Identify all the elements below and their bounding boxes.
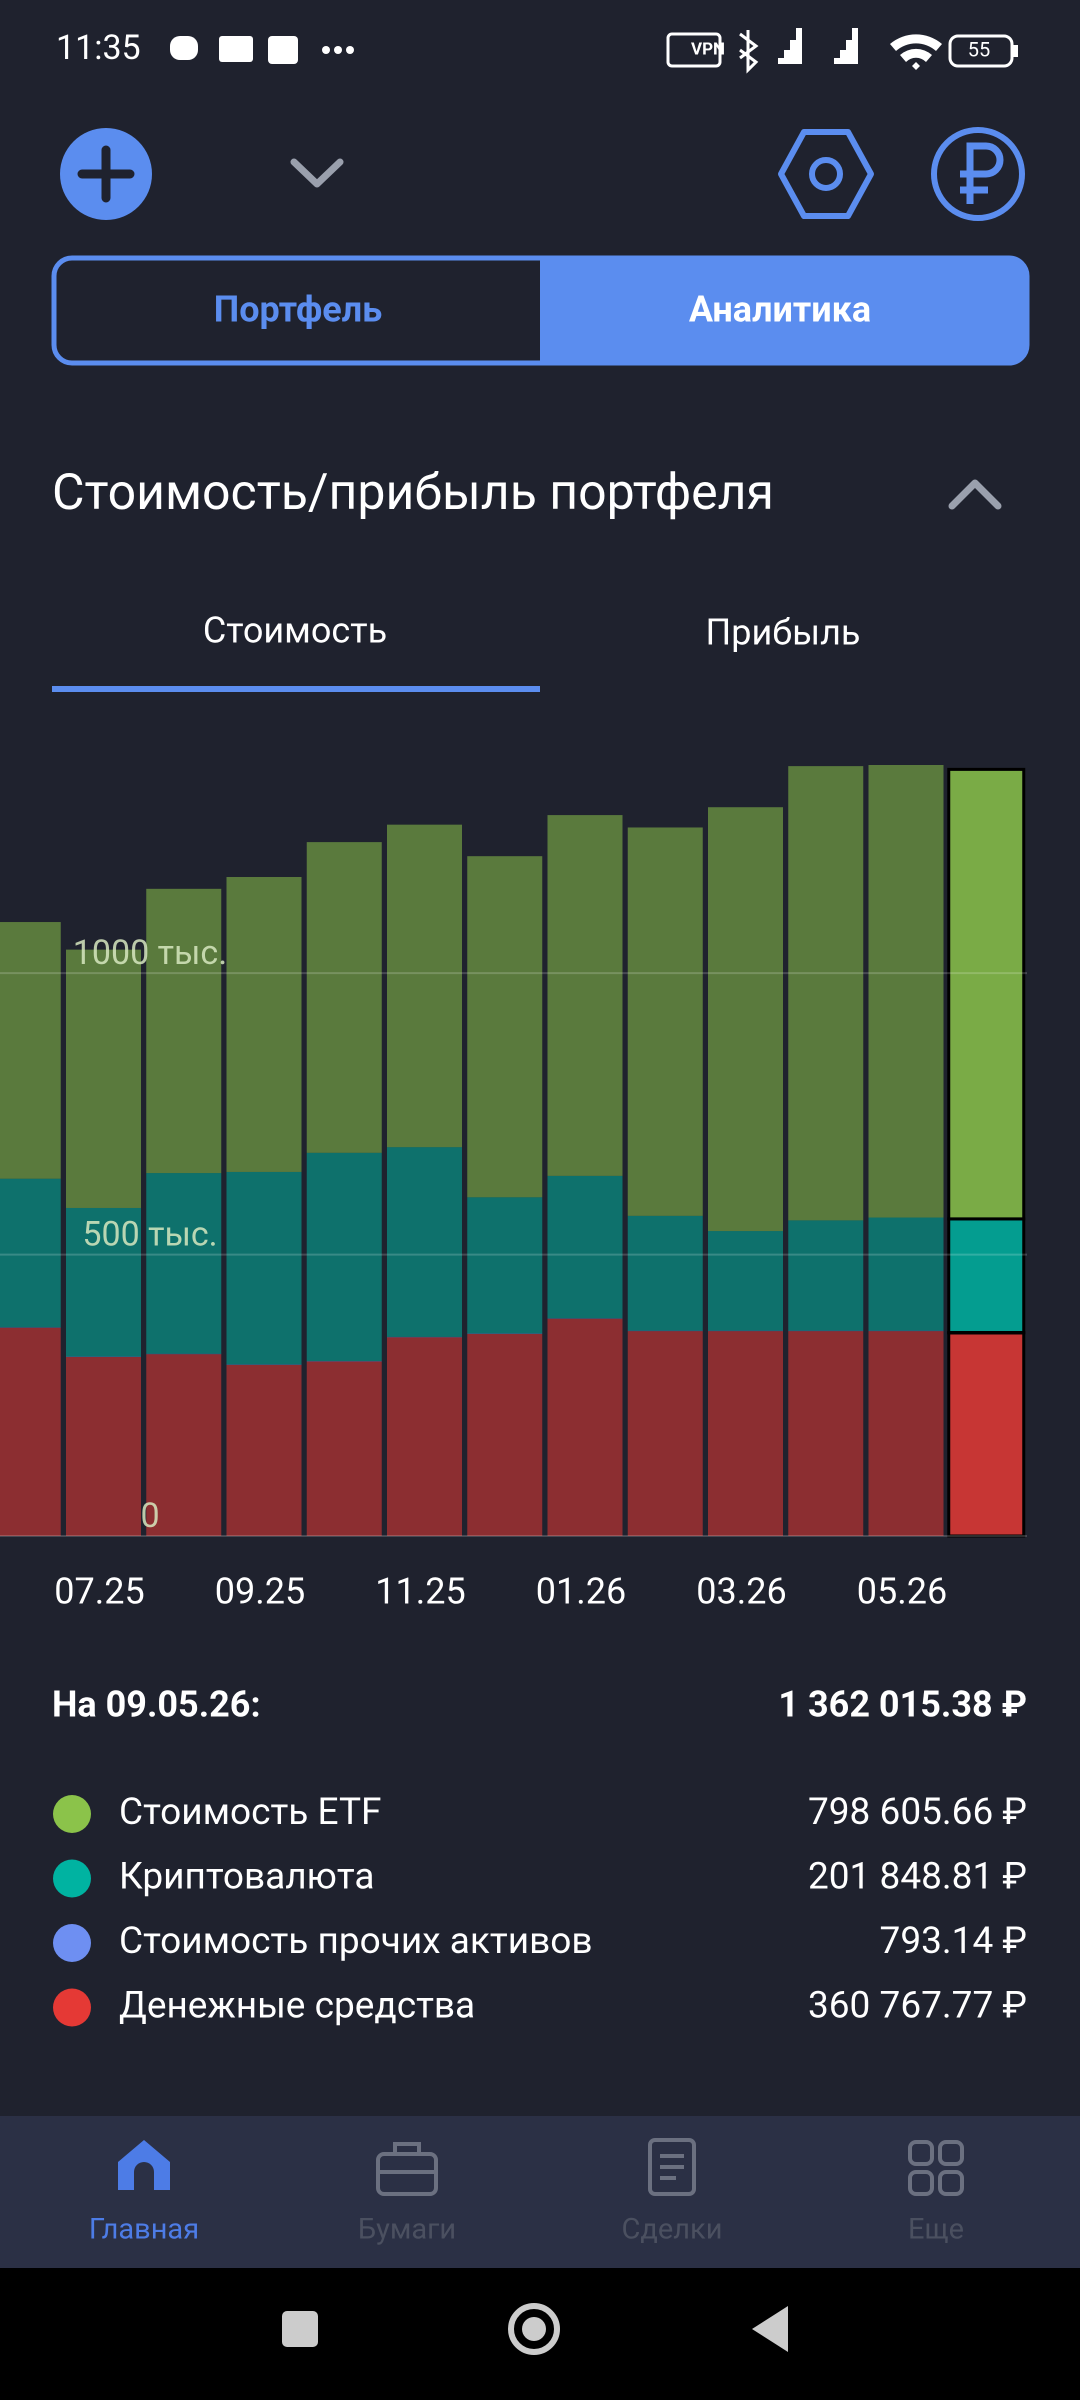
nav-icons [376,2138,964,2196]
segment-portfolio[interactable]: Портфель [214,289,383,331]
legend-value: 793.14 ₽ [880,1920,1027,1963]
bar-segment [947,1331,1026,1538]
bottom-nav [0,2116,1080,2268]
legend-value: 201 848.81 ₽ [808,1855,1027,1898]
bar-segment [226,1364,302,1536]
bar-segment [868,1217,944,1331]
x-tick-label: 05.26 [857,1571,947,1613]
bar-segment [947,767,1026,1221]
bar-segment [146,1354,222,1536]
bar-segment [226,1171,302,1365]
bar-segment [146,1173,222,1354]
legend-swatch [53,1924,91,1962]
bar-segment [387,1147,462,1337]
vpn-label: VPN [691,39,725,59]
legend-name: Денежные средства [119,1984,475,2027]
nav-home-icon[interactable] [118,2140,170,2190]
legend-name: Криптовалюта [119,1855,375,1898]
legend-name: Стоимость прочих активов [119,1920,592,1963]
system-back[interactable] [752,2306,788,2352]
nav-label[interactable]: Бумаги [358,2213,456,2247]
y-tick-label: 500 тыс. [82,1215,217,1255]
legend-value: 360 767.77 ₽ [808,1984,1027,2027]
bar-segment [627,1215,703,1331]
segment-active [540,258,1027,363]
system-recents[interactable] [282,2311,318,2347]
tab-underline [52,686,540,692]
legend-swatch [53,1859,91,1898]
bar-segment [66,949,141,1208]
bar-segment [387,824,462,1148]
bar-segment [66,1207,141,1357]
bar-segment [788,1331,864,1536]
nav-label[interactable]: Еще [908,2213,964,2247]
bar-segment [547,1318,623,1536]
bar-segment [947,1217,1026,1334]
bar-segment [0,922,61,1179]
status-icons [170,28,1018,74]
bar-segment [708,1231,783,1331]
y-tick-label: 1000 тыс. [73,933,227,973]
bar-segment [146,888,222,1174]
dropdown-button[interactable] [290,158,344,188]
bar-segment [547,815,623,1176]
bar-segment [306,842,382,1153]
chart: 07.25 09.25 11.25 01.26 03.26 05.26 0 500 тыс. 1… [0,764,1027,1613]
currency-button[interactable] [931,127,1025,221]
nav-label[interactable]: Сделки [622,2213,723,2247]
bar-segment [467,1197,543,1334]
bar-segment [226,877,302,1172]
bar-segment [66,1357,141,1536]
bar-segment [306,1361,382,1536]
x-tick-label: 09.25 [215,1571,305,1613]
nav-labels: Главная Бумаги Сделки Еще [89,2213,964,2247]
summary-date: На 09.05.26: [52,1684,261,1726]
bar-segment [306,1152,382,1362]
legend-swatch [53,1988,91,2027]
bar-segment [708,1331,783,1536]
bar-segment [788,766,864,1221]
system-home[interactable] [508,2303,560,2355]
bar-segment [547,1175,623,1319]
segment-analytics[interactable]: Аналитика [689,289,871,331]
section-title: Стоимость/прибыль портфеля [52,464,774,522]
bar-segment [627,827,703,1216]
tab-profit[interactable]: Прибыль [706,612,861,654]
legend-name: Стоимость ETF [119,1791,381,1834]
collapse-button[interactable] [948,479,1002,510]
bar-segment [0,1327,61,1536]
bar-segment [868,1331,944,1536]
bar-segment [868,764,944,1218]
bar-segment [708,807,783,1232]
bar-segment [467,1333,543,1536]
status-time: 11:35 [56,28,141,68]
x-tick-label: 03.26 [696,1571,786,1613]
bar-segment [627,1331,703,1536]
settings-button[interactable] [778,129,874,219]
x-tick-label: 07.25 [54,1571,144,1613]
legend-swatch [53,1795,91,1833]
tab-value[interactable]: Стоимость [203,610,387,652]
bar-segment [387,1337,462,1536]
y-tick-label: 0 [140,1496,159,1536]
x-tick-label: 11.25 [375,1571,465,1613]
bar-segment [0,1178,61,1328]
summary-total: 1 362 015.38 ₽ [778,1684,1027,1726]
bar-segment [788,1220,864,1331]
add-button[interactable] [60,128,152,220]
bar-segment [467,856,543,1198]
battery-level: 55 [968,37,990,61]
legend-value: 798 605.66 ₽ [808,1791,1027,1834]
nav-label[interactable]: Главная [89,2213,199,2247]
legend: Стоимость ETF 798 605.66 ₽ Криптовалюта 201… [53,1791,1027,2027]
x-tick-label: 01.26 [536,1571,626,1613]
